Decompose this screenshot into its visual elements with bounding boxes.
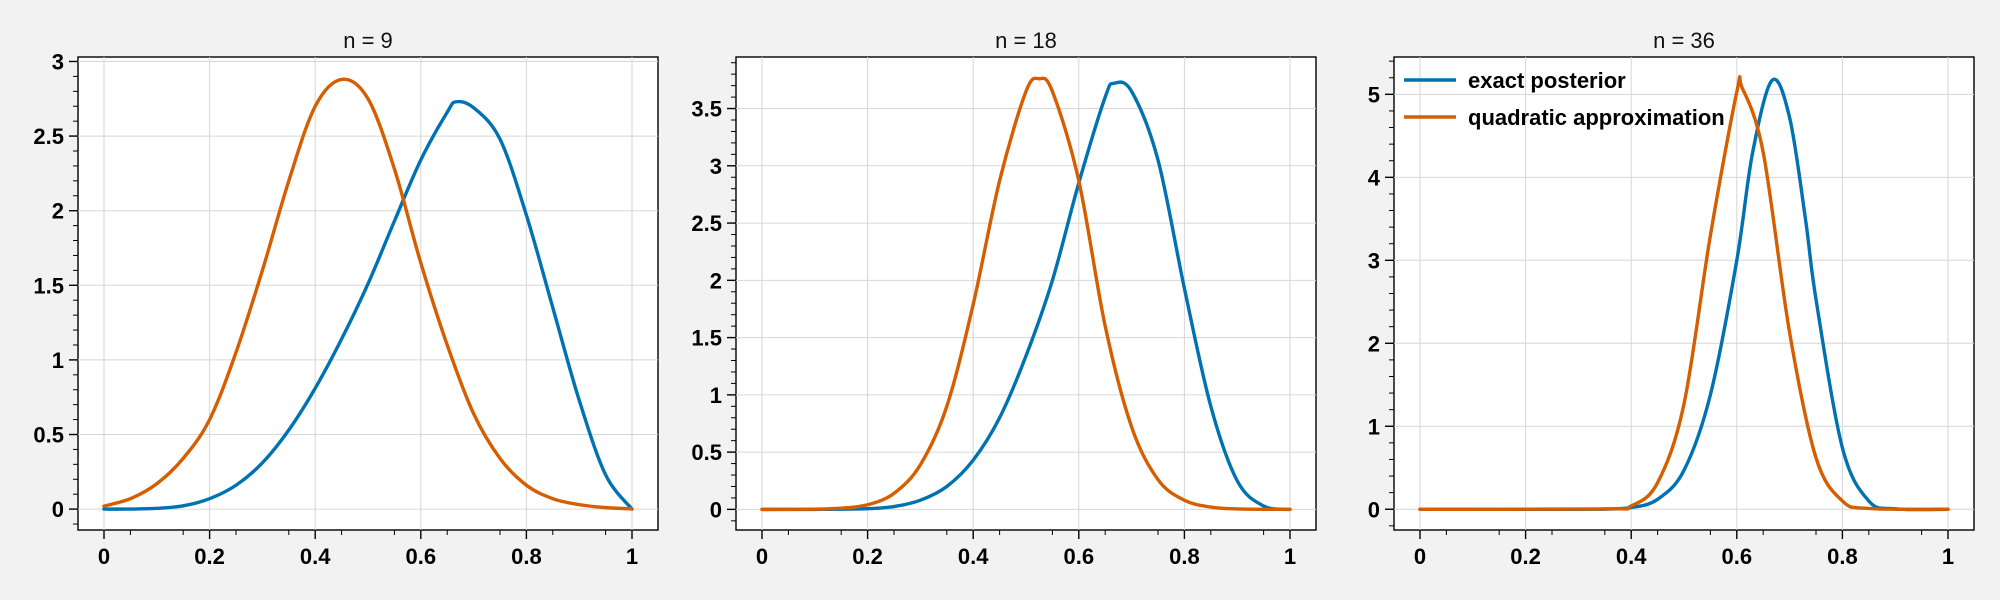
plot-area bbox=[1393, 56, 1975, 531]
x-tick-label: 1 bbox=[1284, 544, 1296, 569]
x-tick-label: 0 bbox=[756, 544, 768, 569]
x-tick-label: 0 bbox=[98, 544, 110, 569]
panel-n9: n = 9 0 0.2 0.4 0.6 0.8 1 0 0.5 1 1.5 2 2.5 3 bbox=[33, 28, 659, 569]
x-tick-label: 0.6 bbox=[1722, 544, 1753, 569]
y-tick-label: 3.5 bbox=[691, 97, 722, 122]
panel-title: n = 18 bbox=[995, 28, 1057, 53]
y-tick-label: 3 bbox=[710, 154, 722, 179]
plot-area bbox=[735, 56, 1317, 531]
x-tick-label: 0.2 bbox=[852, 544, 883, 569]
y-tick-label: 2.5 bbox=[33, 124, 64, 149]
y-tick-label: 3 bbox=[1368, 248, 1380, 273]
x-tick-label: 0.6 bbox=[1064, 544, 1095, 569]
y-tick-label: 1 bbox=[710, 383, 722, 408]
quadratic-approximation-line bbox=[102, 77, 634, 511]
x-tick-label: 1 bbox=[626, 544, 638, 569]
legend-label-quadratic-approximation: quadratic approximation bbox=[1468, 105, 1725, 130]
x-tick-label: 0.8 bbox=[1169, 544, 1200, 569]
y-tick-label: 3 bbox=[52, 49, 64, 74]
x-tick-label: 0.8 bbox=[1827, 544, 1858, 569]
y-tick-label: 1.5 bbox=[691, 326, 722, 351]
y-tick-label: 1.5 bbox=[33, 273, 64, 298]
y-tick-label: 5 bbox=[1368, 82, 1380, 107]
y-tick-label: 2 bbox=[52, 199, 64, 224]
y-tick-label: 0.5 bbox=[691, 440, 722, 465]
x-tick-label: 0 bbox=[1414, 544, 1426, 569]
y-tick-label: 4 bbox=[1368, 165, 1381, 190]
legend-label-exact-posterior: exact posterior bbox=[1468, 68, 1626, 93]
y-tick-label: 0 bbox=[52, 497, 64, 522]
panel-title: n = 36 bbox=[1653, 28, 1715, 53]
x-tick-label: 0.4 bbox=[958, 544, 989, 569]
exact-posterior-line bbox=[760, 80, 1292, 512]
y-tick-label: 2.5 bbox=[691, 211, 722, 236]
x-tick-label: 0.6 bbox=[406, 544, 437, 569]
panel-n18: n = 18 0 0.2 0.4 0.6 0.8 1 0 0.5 1 1.5 2 2.5 3 3.5 bbox=[691, 28, 1317, 569]
y-tick-label: 1 bbox=[1368, 414, 1380, 439]
y-tick-label: 0 bbox=[710, 497, 722, 522]
y-tick-label: 1 bbox=[52, 348, 64, 373]
x-tick-label: 0.2 bbox=[194, 544, 225, 569]
y-tick-label: 0 bbox=[1368, 497, 1380, 522]
panel-title: n = 9 bbox=[343, 28, 393, 53]
quadratic-approximation-line bbox=[760, 76, 1292, 512]
x-tick-label: 0.4 bbox=[300, 544, 331, 569]
x-tick-label: 0.8 bbox=[511, 544, 542, 569]
legend: exact posterior quadratic approximation bbox=[1404, 68, 1725, 130]
plot-area bbox=[77, 56, 659, 531]
y-tick-label: 0.5 bbox=[33, 423, 64, 448]
exact-posterior-line bbox=[102, 99, 634, 511]
x-tick-label: 1 bbox=[1942, 544, 1954, 569]
y-tick-label: 2 bbox=[710, 268, 722, 293]
quadratic-approximation-line bbox=[1418, 75, 1950, 512]
x-tick-label: 0.4 bbox=[1616, 544, 1647, 569]
x-tick-label: 0.2 bbox=[1510, 544, 1541, 569]
y-tick-label: 2 bbox=[1368, 331, 1380, 356]
panel-n36: n = 36 0 0.2 0.4 0.6 0.8 1 0 1 2 3 4 5 bbox=[1368, 28, 1975, 569]
